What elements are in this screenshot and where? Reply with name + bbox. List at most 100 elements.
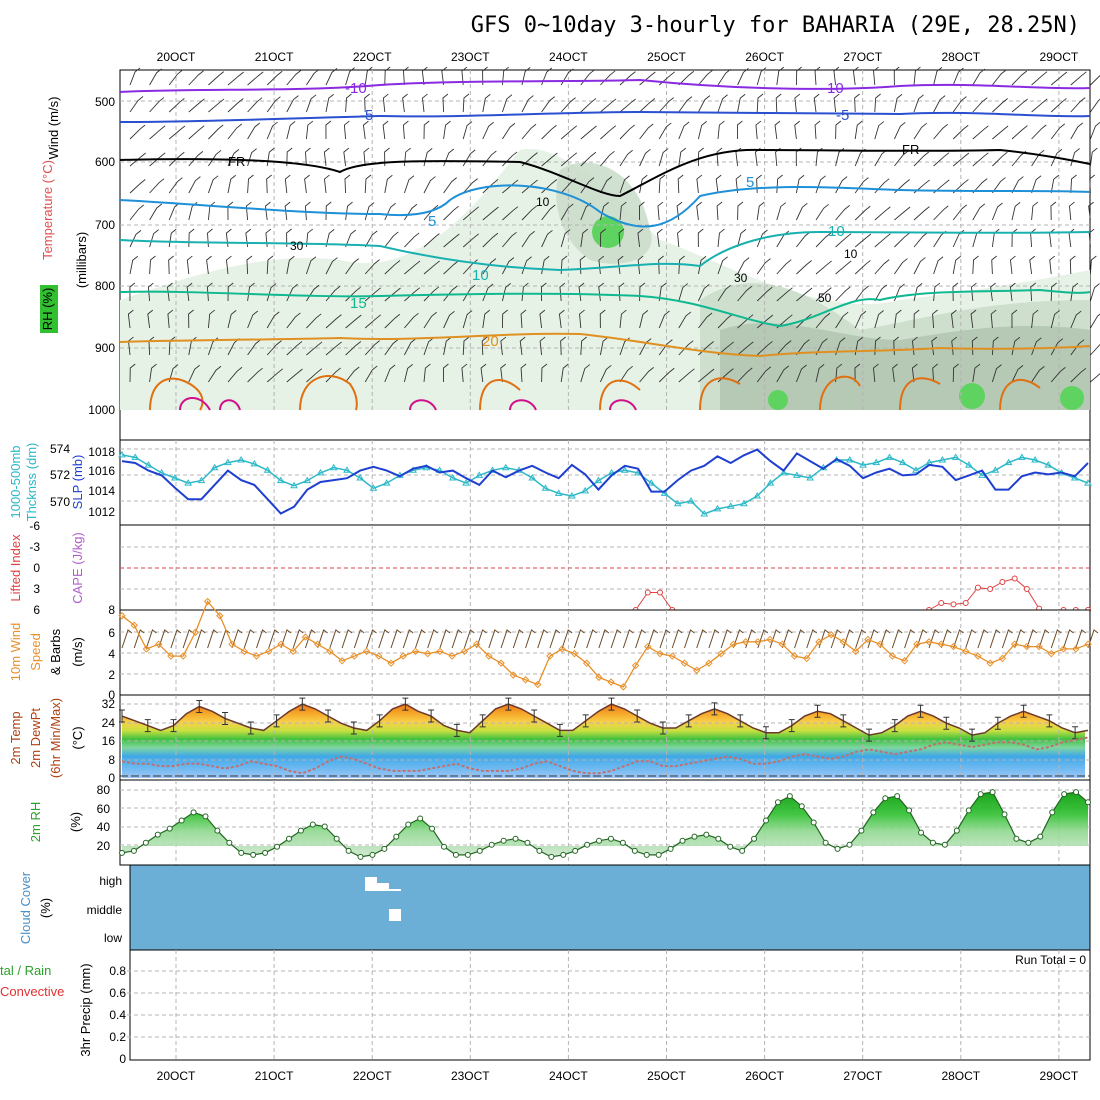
date-label: 26OCT [745, 1069, 784, 1083]
wind-barb [561, 629, 573, 649]
data-point [929, 839, 936, 846]
wind-barb [266, 283, 277, 302]
wind-barb [462, 233, 480, 248]
data-point [500, 837, 507, 844]
wind-barb [806, 629, 818, 649]
ylabel-wind: Wind (m/s) [46, 97, 61, 160]
wind-barb [815, 203, 829, 221]
wind-barb [600, 150, 615, 167]
date-label: 21OCT [255, 50, 294, 64]
wind-barb [345, 341, 362, 356]
wind-barb [913, 309, 920, 329]
wind-barb [325, 367, 342, 383]
rh-max-blob [959, 383, 985, 409]
minmax-bar [1046, 714, 1053, 728]
wind-barb [639, 366, 654, 383]
data-point [521, 676, 530, 684]
wind-barb [1030, 282, 1037, 302]
data-point [417, 815, 424, 822]
cloud-level-middle: middle [87, 903, 123, 917]
wind-barb [343, 147, 350, 167]
ylabel-precip-conv: Convective [0, 984, 64, 999]
data-point [584, 841, 591, 848]
wind-barb [402, 93, 408, 113]
wind-barb [208, 149, 222, 167]
wind-barb [854, 363, 861, 383]
wind-barb [423, 260, 440, 275]
wind-barb [952, 124, 969, 140]
wind-barb [913, 206, 930, 221]
wind-barb [286, 255, 295, 275]
data-point [534, 680, 542, 689]
wind-barb [697, 147, 704, 167]
ylabel-precip-total: tal / Rain [0, 963, 51, 978]
data-point [237, 456, 245, 463]
ylabel-cloud: Cloud Cover [18, 871, 33, 944]
wind-barb [402, 629, 414, 649]
data-point [864, 635, 872, 644]
wind-barb [933, 256, 944, 275]
data-point [898, 458, 907, 466]
data-point [154, 831, 161, 838]
wind-barb [647, 629, 659, 649]
contour-label: 10 [828, 223, 845, 240]
wind-barb [442, 93, 449, 113]
data-point [851, 647, 860, 656]
wind-barb [443, 177, 457, 194]
wind-barb [1011, 70, 1028, 86]
wind-barb [306, 284, 320, 302]
wind-barb [813, 93, 820, 113]
wind-barb [815, 287, 832, 302]
data-point [1023, 586, 1030, 592]
data-point [350, 652, 359, 660]
wind-barb [913, 257, 926, 275]
contour-label: 30 [290, 239, 304, 253]
wind-barb [796, 287, 813, 302]
data-point [131, 453, 140, 460]
wind-barb [443, 233, 460, 248]
data-point [399, 652, 407, 660]
wind-barb [1011, 202, 1021, 221]
wind-barb [697, 228, 704, 248]
wind-barb [560, 152, 578, 167]
data-point [656, 649, 664, 658]
ylabel-dewpt: 2m DewPt [28, 708, 43, 768]
data-point [250, 459, 259, 467]
data-point [362, 647, 371, 656]
wind-barb [1087, 629, 1099, 649]
contour-label: 5 [746, 174, 754, 191]
wind-barb [168, 69, 183, 86]
data-point [1011, 575, 1018, 582]
wind-barb [952, 363, 959, 383]
data-point [790, 652, 799, 660]
data-point [301, 633, 310, 641]
data-point [667, 845, 674, 852]
wind-barb [227, 310, 237, 329]
data-point [309, 821, 316, 828]
wind-barb [599, 364, 612, 383]
date-label: 28OCT [941, 1069, 980, 1083]
wind-barb [1011, 365, 1024, 383]
wind-barb [168, 98, 185, 113]
date-label: 24OCT [549, 1069, 588, 1083]
wind-barb [781, 629, 793, 649]
rh-legend-box [40, 285, 58, 333]
wind-barb [501, 309, 508, 329]
wind-barb [953, 629, 964, 649]
wind-barb [854, 310, 867, 329]
wind-barb [879, 629, 891, 649]
wind-barb [835, 260, 852, 275]
wind-barb [610, 629, 622, 649]
wind-barb [1050, 310, 1060, 329]
wind-barb [717, 94, 728, 113]
date-label: 20OCT [157, 50, 196, 64]
wind-barb [305, 256, 317, 275]
data-point [472, 640, 481, 648]
data-point [274, 843, 281, 850]
wind-ticks: 6 4 2 0 [108, 626, 115, 702]
wind-barb [305, 94, 317, 113]
data-point [753, 492, 762, 499]
data-point [1047, 649, 1056, 658]
data-point [1017, 453, 1026, 460]
data-point [154, 640, 163, 648]
